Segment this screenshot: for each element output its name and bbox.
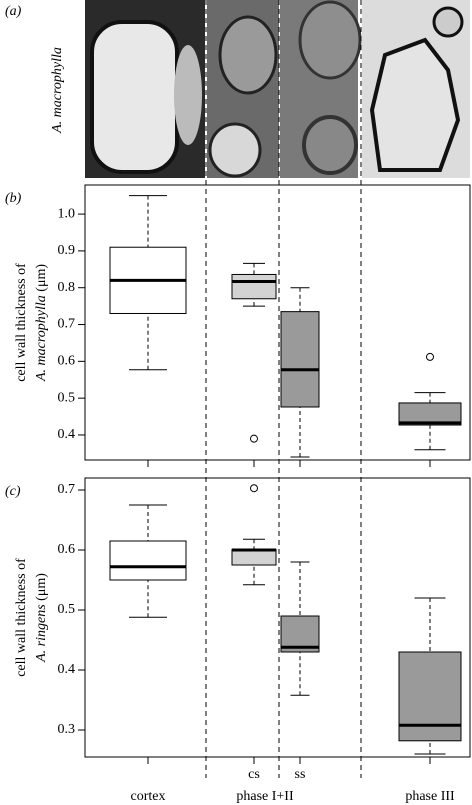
micrograph-cell (208, 122, 262, 178)
dividers (205, 0, 362, 778)
y-axis-label: cell wall thickness of (14, 263, 29, 382)
x-group-label: phase I+II (236, 789, 294, 804)
micrograph-cell (369, 37, 461, 172)
box (280, 311, 320, 408)
plot-frame (84, 184, 471, 461)
outlier (250, 484, 258, 493)
y-axis-label: cell wall thickness of (14, 558, 29, 677)
y-tick-label: 1.0 (58, 206, 76, 221)
plot-frame (84, 477, 471, 758)
micrograph-cell (298, 0, 362, 80)
y-tick-label: 0.5 (58, 602, 76, 617)
y-tick-label: 0.5 (58, 390, 76, 405)
micrograph-cell (218, 15, 278, 95)
x-tick-label: cs (248, 767, 260, 782)
y-tick-label: 0.6 (58, 354, 76, 369)
box (398, 402, 462, 426)
y-axis-label: A. macrophylla (μm) (34, 264, 49, 382)
x-tick-label: cortex (131, 789, 166, 804)
y-tick-label: 0.4 (58, 427, 76, 442)
y-axis-unit: (μm) (34, 264, 49, 292)
y-tick-label: 0.9 (58, 243, 76, 258)
x-tick-label: ss (295, 767, 306, 782)
y-tick-label: 0.3 (58, 722, 76, 737)
y-axis-label: A. ringens (μm) (34, 573, 49, 663)
box (109, 540, 187, 581)
panel-label: (c) (5, 484, 21, 499)
y-tick-label: 0.7 (58, 482, 76, 497)
panel-label: (b) (5, 191, 22, 206)
box (398, 651, 462, 742)
micrograph-cell (174, 45, 202, 145)
box (231, 273, 277, 300)
panel-label: (a) (5, 4, 22, 19)
micrograph-cell (432, 6, 464, 38)
outlier (426, 352, 434, 361)
y-axis-species: A. macrophylla (34, 295, 49, 382)
y-axis-species: A. ringens (34, 604, 49, 663)
x-tick-label: phase III (405, 789, 455, 804)
micrograph-cell (302, 115, 358, 175)
y-tick-label: 0.4 (58, 662, 76, 677)
species-label: A. macrophylla (50, 47, 65, 134)
y-tick-label: 0.7 (58, 317, 76, 332)
y-tick-label: 0.6 (58, 542, 76, 557)
y-axis-unit: (μm) (34, 573, 49, 601)
y-tick-label: 0.8 (58, 280, 76, 295)
box (231, 548, 277, 566)
micrograph-cell (90, 20, 179, 174)
micrographs (85, 0, 470, 178)
outlier (250, 434, 258, 443)
